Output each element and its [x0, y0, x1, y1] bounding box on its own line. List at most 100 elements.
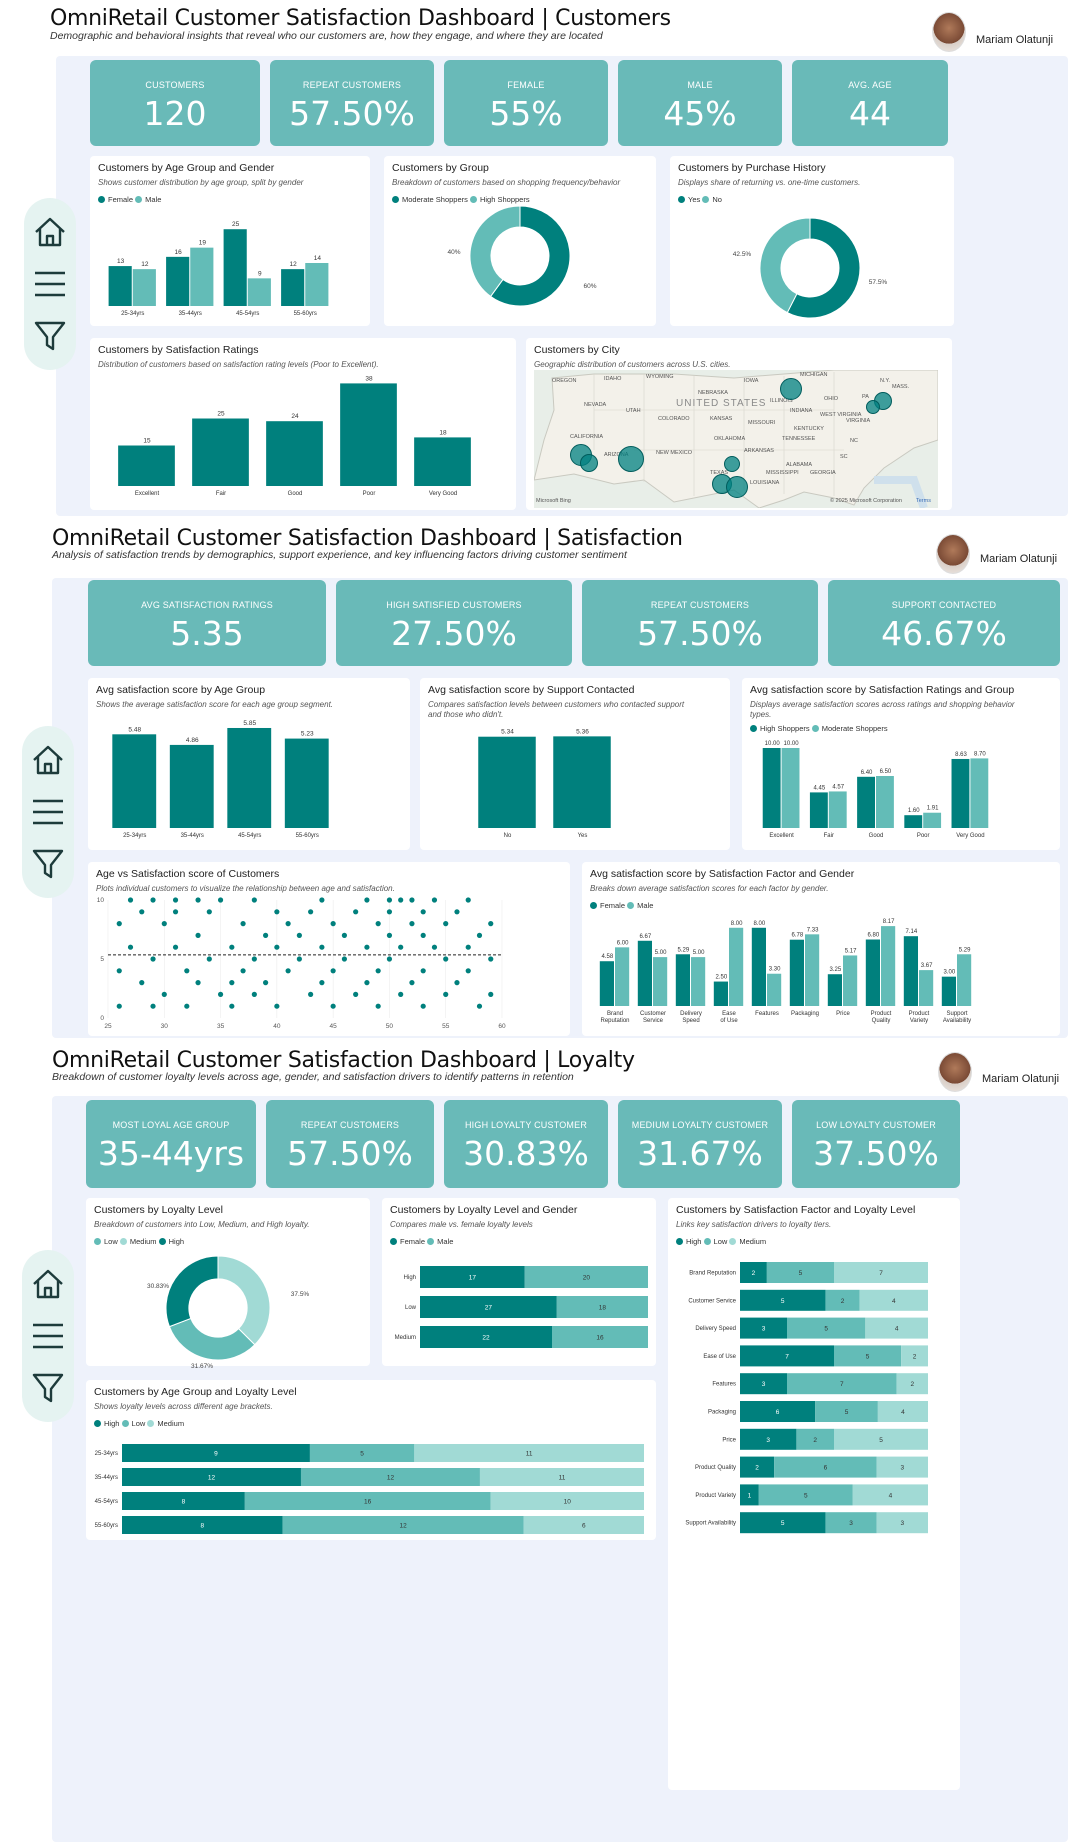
sat-rating-group-chart: 10.00 10.00 Excellent 4.45 4.57 Fair 6.40 6.50 G… — [762, 741, 989, 839]
bar-segment — [740, 1456, 775, 1478]
bar — [169, 744, 214, 828]
bar-segment — [420, 1326, 552, 1348]
scatter-point — [488, 956, 494, 962]
bar — [132, 269, 156, 306]
kpi-label: LOW LOYALTY CUSTOMER — [816, 1120, 936, 1130]
bar — [941, 976, 956, 1006]
tick-label: 45-54yrs — [236, 311, 259, 317]
tick-label: Yes — [578, 833, 588, 839]
slice-label: 31.67% — [191, 1363, 213, 1370]
map-label: SC — [840, 454, 848, 460]
avatar[interactable] — [936, 534, 970, 574]
map-label: CALIFORNIA — [570, 434, 604, 440]
customers-page: OmniRetail Customer Satisfaction Dashboa… — [8, 0, 1072, 518]
filter-icon[interactable] — [30, 1370, 66, 1406]
data-label: 5.36 — [576, 728, 589, 735]
scatter-point — [409, 921, 415, 927]
donut-slice — [217, 1255, 271, 1346]
data-label: 3 — [849, 1520, 853, 1527]
loyalty-level-donut: 37.5% 31.67% 30.83% — [147, 1255, 309, 1370]
data-label: 3 — [901, 1520, 905, 1527]
card-subtitle: Compares male vs. female loyalty levels — [390, 1220, 533, 1229]
legend-label: Moderate Shoppers — [821, 724, 888, 733]
avatar[interactable] — [932, 12, 966, 52]
city-bubble[interactable] — [580, 454, 598, 472]
data-label: 25 — [232, 221, 240, 228]
card-subtitle: Breaks down average satisfaction scores … — [590, 884, 829, 893]
menu-icon[interactable] — [30, 1318, 66, 1354]
scatter-point — [172, 897, 179, 903]
legend-label: No — [712, 195, 722, 204]
factor-loyalty-chart: Brand Reputation 2 5 7 Customer Service 5 2 4 De… — [685, 1262, 928, 1534]
tick-label: Features — [755, 1011, 779, 1017]
city-bubble[interactable] — [724, 456, 740, 472]
tick-label: Product — [909, 1011, 930, 1017]
card-title: Customers by Purchase History — [678, 162, 826, 174]
bar-segment — [552, 1326, 648, 1348]
data-label: 6 — [582, 1523, 586, 1530]
filter-icon[interactable] — [32, 318, 68, 354]
tick-label: Service — [643, 1018, 664, 1024]
scatter-point — [420, 968, 426, 974]
kpi-value: 35-44yrs — [97, 1134, 245, 1173]
bar — [957, 954, 972, 1006]
tick-label: Product — [871, 1011, 892, 1017]
filter-icon[interactable] — [30, 846, 66, 882]
data-label: 6.80 — [868, 933, 880, 939]
home-icon[interactable] — [30, 742, 66, 778]
map-outline — [534, 370, 938, 508]
map-label: UTAH — [626, 408, 641, 414]
bar — [637, 940, 652, 1006]
tick-label: 55 — [442, 1023, 450, 1030]
bar — [843, 955, 858, 1006]
bar — [827, 974, 842, 1006]
scatter-point — [431, 897, 438, 903]
city-bubble[interactable] — [726, 476, 748, 498]
scatter-point — [285, 968, 291, 974]
scatter-point — [443, 956, 449, 962]
home-icon[interactable] — [32, 214, 68, 250]
scatter-point — [465, 897, 471, 903]
scatter-point — [251, 897, 257, 903]
scatter-point — [488, 921, 494, 927]
us-map[interactable]: UNITED STATES OREGON IDAHO WYOMING NEVAD… — [534, 370, 938, 508]
menu-icon[interactable] — [32, 266, 68, 302]
data-label: 7 — [785, 1353, 789, 1360]
legend-label: Female — [400, 1237, 426, 1246]
map-label: LOUISIANA — [750, 480, 780, 486]
kpi-label: MEDIUM LOYALTY CUSTOMER — [631, 1120, 769, 1130]
tick-label: Excellent — [135, 491, 160, 497]
kpi-avg-satisfaction: AVG SATISFACTION RATINGS 5.35 — [88, 580, 326, 666]
map-label: INDIANA — [790, 408, 813, 414]
city-bubble[interactable] — [618, 446, 644, 472]
menu-icon[interactable] — [30, 794, 66, 830]
scatter-point — [127, 897, 134, 903]
kpi-repeat-customers: REPEAT CUSTOMERS 57.50% — [266, 1100, 434, 1188]
data-label: 4.57 — [832, 784, 844, 790]
data-label: 4 — [892, 1298, 896, 1305]
data-label: 2.50 — [716, 975, 728, 981]
home-icon[interactable] — [30, 1266, 66, 1302]
data-label: 4 — [889, 1492, 893, 1499]
avatar[interactable] — [938, 1052, 972, 1092]
map-terms-link[interactable]: Terms — [916, 498, 931, 504]
city-bubble[interactable] — [866, 400, 880, 414]
tick-label: 45 — [330, 1023, 338, 1030]
scatter-point — [184, 968, 190, 974]
bar-segment — [865, 1317, 928, 1339]
bar-segment — [740, 1317, 787, 1339]
purchase-history-card: Customers by Purchase History Displays s… — [670, 156, 954, 326]
data-label: 5.17 — [845, 948, 857, 954]
bar — [190, 247, 214, 306]
age-gender-card: Customers by Age Group and Gender Shows … — [90, 156, 370, 326]
group-donut-chart: 60% 40% — [447, 205, 597, 307]
kpi-label: MOST LOYAL AGE GROUP — [112, 1120, 230, 1130]
data-label: 1.91 — [927, 806, 939, 812]
tick-label: Excellent — [769, 833, 794, 839]
slice-label: 40% — [447, 249, 460, 256]
tick-label: 45-54yrs — [238, 833, 261, 839]
card-title: Customers by Group — [392, 162, 489, 174]
data-label: 6 — [824, 1465, 828, 1472]
city-bubble[interactable] — [780, 378, 802, 400]
tick-label: Ease of Use — [703, 1354, 736, 1360]
